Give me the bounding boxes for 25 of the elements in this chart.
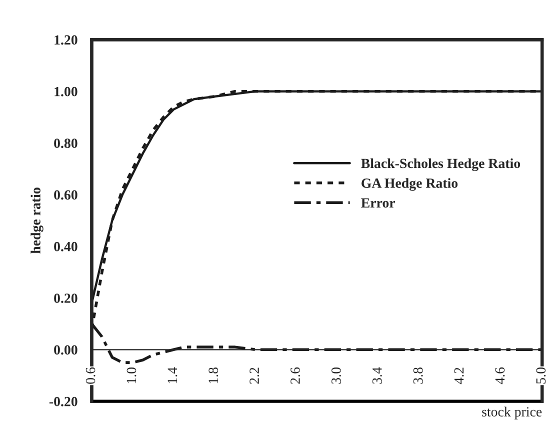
- x-tick-label: 5.0: [536, 368, 546, 384]
- y-tick-label: 0.00: [54, 345, 78, 355]
- y-tick-label: 0.80: [54, 138, 78, 148]
- x-axis-title: stock price: [482, 406, 542, 420]
- x-tick-label: 1.8: [208, 368, 218, 384]
- x-tick-label: 3.4: [372, 367, 382, 384]
- y-tick-label: 0.40: [54, 242, 78, 252]
- y-tick-label: -0.20: [49, 396, 78, 406]
- legend-label: GA Hedge Ratio: [362, 178, 458, 191]
- y-axis-title: hedge ratio: [30, 188, 44, 254]
- x-tick-label: 1.0: [126, 368, 136, 384]
- x-tick-label: 2.6: [290, 367, 300, 384]
- x-tick-label: 1.4: [168, 367, 178, 384]
- legend-label: Error: [361, 198, 396, 208]
- x-tick-label: 3.0: [331, 368, 341, 384]
- x-tick-label: 0.6: [86, 367, 96, 384]
- x-tick-label: 2.2: [250, 368, 260, 384]
- x-tick-label: 4.2: [454, 368, 464, 384]
- legend-label: Black-Scholes Hedge Ratio: [361, 158, 520, 172]
- y-tick-label: 1.20: [54, 35, 78, 45]
- y-tick-label: 1.00: [54, 86, 78, 96]
- x-tick-label: 3.8: [413, 368, 423, 384]
- y-tick-label: 0.60: [54, 190, 78, 200]
- y-tick-label: 0.20: [54, 294, 78, 304]
- x-tick-label: 4.6: [495, 367, 505, 384]
